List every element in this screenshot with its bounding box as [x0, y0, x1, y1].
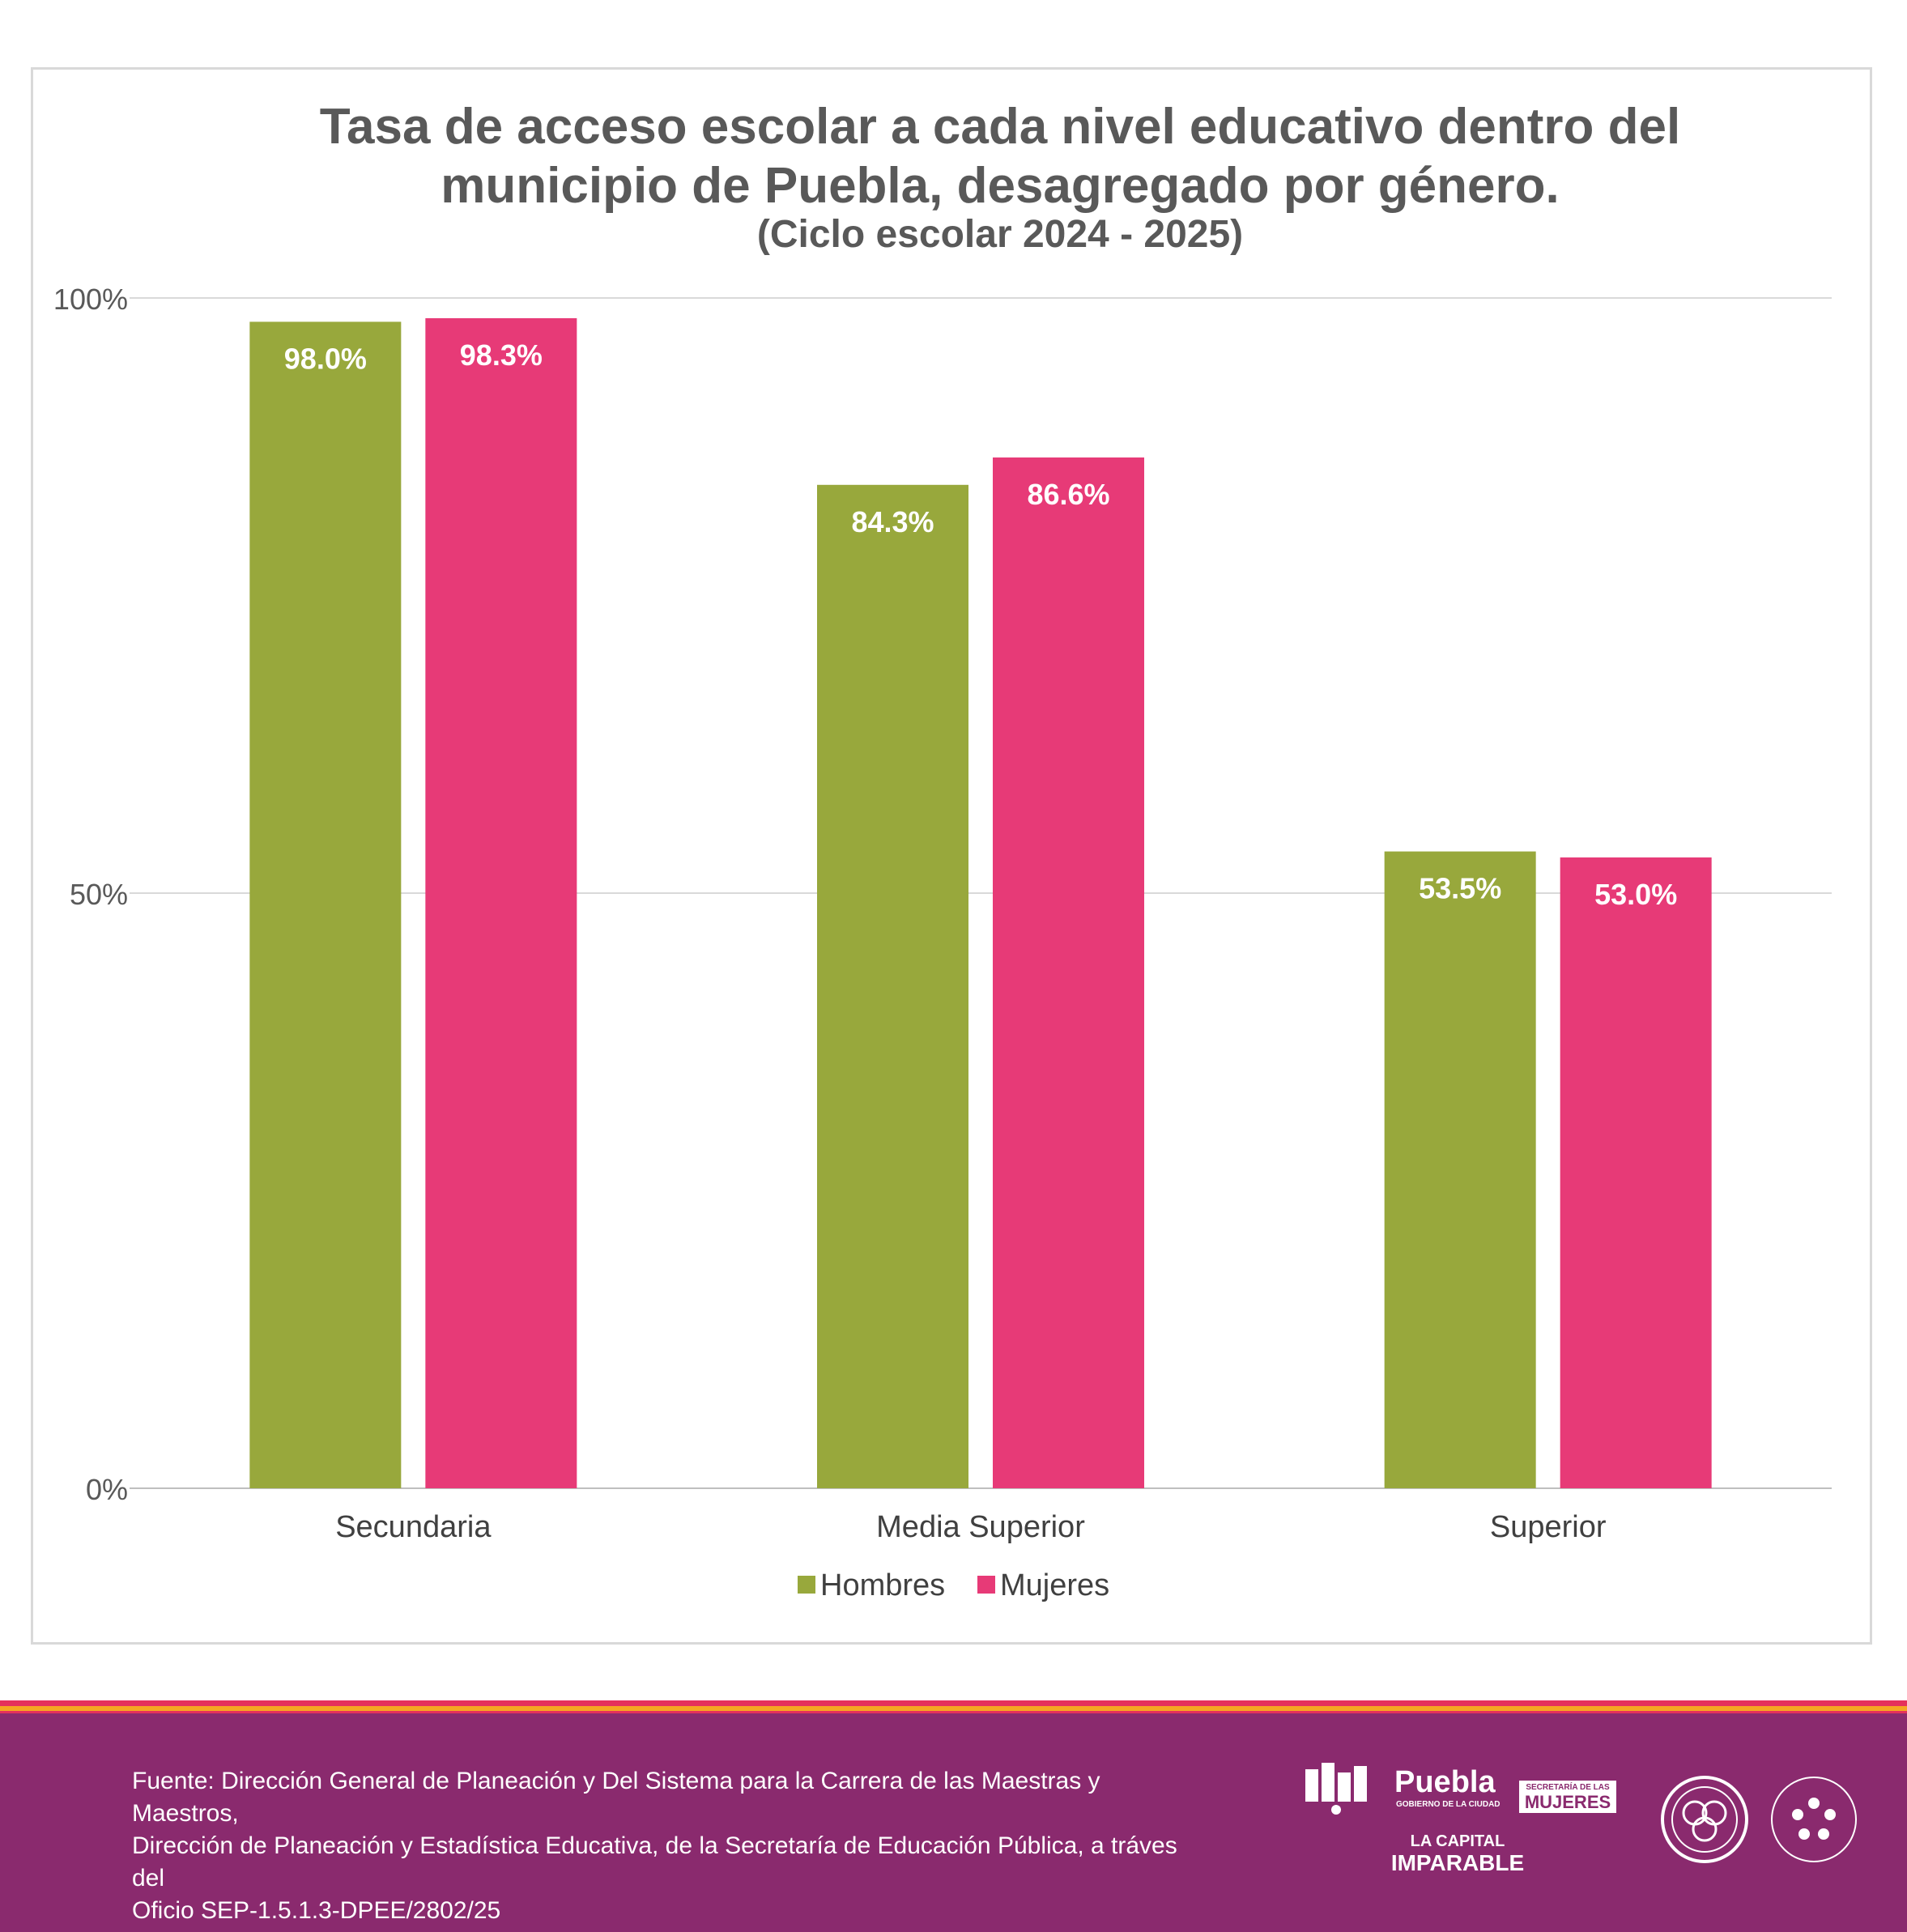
footer-stripe-orange [0, 1706, 1907, 1711]
bar-chart: 0% 50% 100% 98.0% 98.3% Secundaria 84.3% 86.6% M… [53, 283, 1832, 1602]
data-label: 53.5% [1419, 872, 1501, 905]
data-label: 84.3% [851, 505, 934, 538]
logo-puebla: Puebla [1394, 1765, 1496, 1799]
microsite-seal-icon [1661, 1776, 1748, 1863]
chart-title-line-2: municipio de Puebla, desagregado por gén… [441, 158, 1560, 214]
legend-swatch-mujeres [977, 1576, 995, 1594]
chart-subtitle: (Ciclo escolar 2024 - 2025) [756, 213, 1244, 256]
logo-secretaria: SECRETARÍA DE LAS [1526, 1781, 1610, 1792]
bar-mujeres-2 [1560, 857, 1712, 1488]
legend-label: Mujeres [1000, 1568, 1109, 1602]
x-tick-label: Media Superior [876, 1510, 1085, 1544]
legend-swatch-hombres [798, 1576, 815, 1594]
footer-stripe-red [0, 1700, 1907, 1706]
bar-hombres-2 [1384, 851, 1536, 1488]
logo-puebla-sub: GOBIERNO DE LA CIUDAD [1396, 1800, 1500, 1809]
chart-title-line-1: Tasa de acceso escolar a cada nivel educ… [319, 99, 1681, 155]
bar-mujeres-0 [425, 317, 577, 1488]
x-tick-label: Superior [1490, 1510, 1607, 1544]
y-tick-label: 100% [53, 283, 128, 316]
puebla-emblem-icon [1305, 1763, 1367, 1815]
source-line-2: Dirección de Planeación y Estadística Ed… [132, 1832, 1177, 1892]
footer-band [0, 1700, 1907, 1932]
y-tick-label: 0% [86, 1473, 128, 1506]
source-line-3: Oficio SEP-1.5.1.3-DPEE/2802/25 [132, 1897, 501, 1924]
data-label: 98.0% [284, 342, 367, 375]
bar-hombres-1 [817, 484, 968, 1488]
data-label: 86.6% [1027, 478, 1109, 511]
legend-label: Hombres [820, 1568, 945, 1602]
y-tick-label: 50% [70, 878, 128, 911]
data-label: 98.3% [460, 338, 543, 372]
logo-imparable: IMPARABLE [1391, 1850, 1524, 1875]
mujeres-badge [1519, 1781, 1616, 1813]
source-note: Fuente: Dirección General de Planeación … [132, 1765, 1209, 1927]
footer-logos: Puebla GOBIERNO DE LA CIUDAD SECRETARÍA … [1305, 1763, 1857, 1875]
x-tick-label: Secundaria [335, 1510, 492, 1544]
logo-mujeres: MUJERES [1525, 1792, 1611, 1812]
equality-norm-seal-icon [1771, 1777, 1857, 1862]
bar-hombres-0 [249, 321, 402, 1488]
bar-mujeres-1 [993, 457, 1144, 1488]
logo-la-capital: LA CAPITAL [1411, 1832, 1505, 1850]
data-label: 53.0% [1594, 878, 1677, 911]
footer-stripe-red-thin [0, 1711, 1907, 1713]
source-line-1: Fuente: Dirección General de Planeación … [132, 1768, 1100, 1827]
